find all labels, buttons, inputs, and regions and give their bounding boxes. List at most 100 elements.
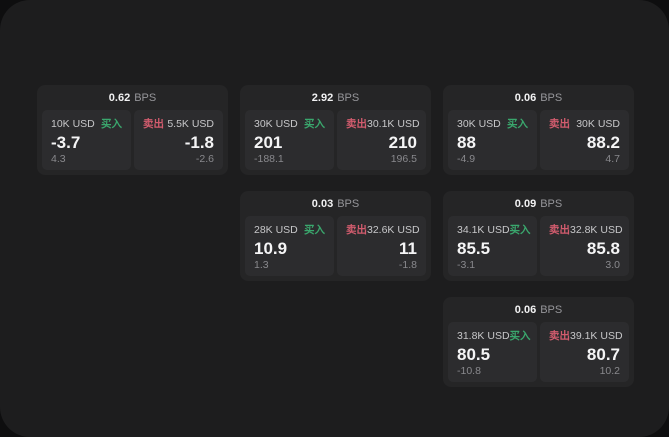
bps-value: 0.03 xyxy=(311,197,334,210)
buy-panel-top: 34.1K USD 买入 xyxy=(457,222,531,237)
bps-value: 0.06 xyxy=(514,91,537,104)
card-header: 0.06 BPS xyxy=(443,85,634,110)
buy-price: 88 xyxy=(457,132,476,152)
buy-panel-top: 28K USD 买入 xyxy=(254,222,325,237)
buy-price: 80.5 xyxy=(457,344,491,364)
panels: 28K USD 买入 10.9 1.3 卖出 32.6K USD 11 -1.8 xyxy=(240,216,431,281)
panels: 30K USD 买入 88 -4.9 卖出 30K USD 88.2 4.7 xyxy=(443,110,634,175)
buy-side-label: 买入 xyxy=(509,224,531,236)
bps-unit-label: BPS xyxy=(540,303,563,316)
sell-panel[interactable]: 卖出 32.8K USD 85.8 3.0 xyxy=(540,216,629,276)
bps-unit-label: BPS xyxy=(337,91,360,104)
buy-side-label: 买入 xyxy=(507,118,528,130)
panels: 10K USD 买入 -3.7 4.3 卖出 5.5K USD -1.8 -2.… xyxy=(37,110,228,175)
quote-card: 0.09 BPS 34.1K USD 买入 85.5 -3.1 卖出 32.8K… xyxy=(443,191,634,281)
buy-panel[interactable]: 30K USD 买入 201 -188.1 xyxy=(245,110,334,170)
sell-panel[interactable]: 卖出 32.6K USD 11 -1.8 xyxy=(337,216,426,276)
sell-amount: 30K USD xyxy=(576,117,620,130)
sell-side-label: 卖出 xyxy=(549,330,570,342)
buy-side-label: 买入 xyxy=(509,330,531,342)
sell-delta: 4.7 xyxy=(605,153,620,165)
sell-side-label: 卖出 xyxy=(549,224,570,236)
bps-unit-label: BPS xyxy=(134,91,157,104)
panels: 30K USD 买入 201 -188.1 卖出 30.1K USD 210 1… xyxy=(240,110,431,175)
sell-delta: -1.8 xyxy=(398,259,417,271)
card-header: 0.09 BPS xyxy=(443,191,634,216)
buy-panel[interactable]: 34.1K USD 买入 85.5 -3.1 xyxy=(448,216,537,276)
card-header: 0.06 BPS xyxy=(443,297,634,322)
buy-panel[interactable]: 28K USD 买入 10.9 1.3 xyxy=(245,216,334,276)
sell-side-label: 卖出 xyxy=(346,224,367,236)
buy-side-label: 买入 xyxy=(304,118,325,130)
bps-unit-label: BPS xyxy=(337,197,360,210)
sell-panel-top: 卖出 32.6K USD xyxy=(346,222,420,237)
sell-side-label: 卖出 xyxy=(143,118,164,130)
sell-side-label: 卖出 xyxy=(346,118,367,130)
quote-card-grid: 0.62 BPS 10K USD 买入 -3.7 4.3 卖出 5.5K USD xyxy=(37,85,634,387)
sell-panel-top: 卖出 30K USD xyxy=(549,116,620,131)
buy-price: 201 xyxy=(254,132,283,152)
sell-panel-top: 卖出 32.8K USD xyxy=(549,222,623,237)
bps-value: 2.92 xyxy=(311,91,334,104)
buy-panel-top: 31.8K USD 买入 xyxy=(457,328,531,343)
buy-amount: 30K USD xyxy=(457,117,501,130)
sell-price: -1.8 xyxy=(184,132,214,152)
sell-delta: 10.2 xyxy=(599,365,620,377)
buy-panel[interactable]: 31.8K USD 买入 80.5 -10.8 xyxy=(448,322,537,382)
quote-card: 0.06 BPS 30K USD 买入 88 -4.9 卖出 30K USD xyxy=(443,85,634,175)
buy-amount: 10K USD xyxy=(51,117,95,130)
sell-delta: 3.0 xyxy=(605,259,620,271)
buy-panel-top: 10K USD 买入 xyxy=(51,116,122,131)
sell-panel-top: 卖出 39.1K USD xyxy=(549,328,623,343)
sell-amount: 39.1K USD xyxy=(570,329,623,342)
buy-panel[interactable]: 30K USD 买入 88 -4.9 xyxy=(448,110,537,170)
buy-amount: 34.1K USD xyxy=(457,223,510,236)
buy-amount: 31.8K USD xyxy=(457,329,510,342)
quote-card: 0.03 BPS 28K USD 买入 10.9 1.3 卖出 32.6K US… xyxy=(240,191,431,281)
sell-amount: 32.6K USD xyxy=(367,223,420,236)
bps-unit-label: BPS xyxy=(540,91,563,104)
buy-side-label: 买入 xyxy=(304,224,325,236)
bps-value: 0.62 xyxy=(108,91,131,104)
panels: 31.8K USD 买入 80.5 -10.8 卖出 39.1K USD 80.… xyxy=(443,322,634,387)
buy-panel[interactable]: 10K USD 买入 -3.7 4.3 xyxy=(42,110,131,170)
bps-value: 0.09 xyxy=(514,197,537,210)
buy-delta: -3.1 xyxy=(457,259,476,271)
sell-panel-top: 卖出 30.1K USD xyxy=(346,116,420,131)
sell-delta: 196.5 xyxy=(390,153,417,165)
buy-side-label: 买入 xyxy=(101,118,122,130)
buy-panel-top: 30K USD 买入 xyxy=(457,116,528,131)
sell-amount: 32.8K USD xyxy=(570,223,623,236)
bps-unit-label: BPS xyxy=(540,197,563,210)
buy-delta: 1.3 xyxy=(254,259,269,271)
buy-delta: -10.8 xyxy=(457,365,481,377)
buy-price: -3.7 xyxy=(51,132,81,152)
card-header: 0.62 BPS xyxy=(37,85,228,110)
sell-amount: 5.5K USD xyxy=(167,117,214,130)
sell-amount: 30.1K USD xyxy=(367,117,420,130)
quote-card: 0.62 BPS 10K USD 买入 -3.7 4.3 卖出 5.5K USD xyxy=(37,85,228,175)
buy-delta: -4.9 xyxy=(457,153,476,165)
sell-panel-top: 卖出 5.5K USD xyxy=(143,116,214,131)
sell-side-label: 卖出 xyxy=(549,118,570,130)
buy-amount: 30K USD xyxy=(254,117,298,130)
panels: 34.1K USD 买入 85.5 -3.1 卖出 32.8K USD 85.8… xyxy=(443,216,634,281)
card-header: 0.03 BPS xyxy=(240,191,431,216)
sell-panel[interactable]: 卖出 30K USD 88.2 4.7 xyxy=(540,110,629,170)
sell-price: 80.7 xyxy=(586,344,620,364)
quote-card: 2.92 BPS 30K USD 买入 201 -188.1 卖出 30.1K … xyxy=(240,85,431,175)
buy-price: 85.5 xyxy=(457,238,491,258)
card-header: 2.92 BPS xyxy=(240,85,431,110)
sell-price: 85.8 xyxy=(586,238,620,258)
buy-delta: -188.1 xyxy=(254,153,284,165)
sell-panel[interactable]: 卖出 30.1K USD 210 196.5 xyxy=(337,110,426,170)
sell-price: 11 xyxy=(399,238,417,258)
buy-price: 10.9 xyxy=(254,238,288,258)
sell-panel[interactable]: 卖出 39.1K USD 80.7 10.2 xyxy=(540,322,629,382)
quote-card: 0.06 BPS 31.8K USD 买入 80.5 -10.8 卖出 39.1… xyxy=(443,297,634,387)
sell-price: 88.2 xyxy=(586,132,620,152)
sell-panel[interactable]: 卖出 5.5K USD -1.8 -2.6 xyxy=(134,110,223,170)
sell-price: 210 xyxy=(388,132,417,152)
buy-panel-top: 30K USD 买入 xyxy=(254,116,325,131)
